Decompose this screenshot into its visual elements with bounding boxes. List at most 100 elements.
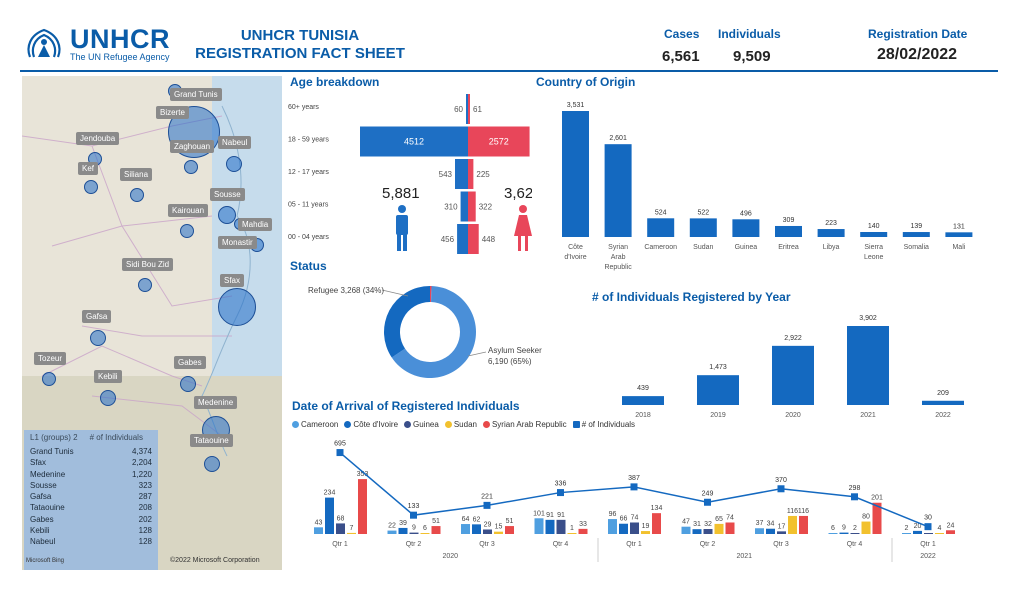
arrival-line-marker[interactable]	[924, 523, 932, 531]
legend-item[interactable]: Cameroon	[292, 420, 338, 429]
year-bar[interactable]	[622, 396, 664, 405]
map-table-row[interactable]: Grand Tunis 4,374	[30, 446, 152, 457]
arrival-line-marker[interactable]	[851, 493, 858, 501]
arrival-bar[interactable]	[578, 528, 588, 534]
country-bar[interactable]	[902, 232, 930, 237]
arrival-bar[interactable]	[641, 531, 650, 534]
map-bubble-kef[interactable]	[84, 180, 98, 194]
map-table-row[interactable]: Kebili 128	[30, 525, 152, 536]
arrival-bar[interactable]	[630, 522, 639, 534]
arrival-bar[interactable]	[420, 533, 430, 534]
arrival-bar[interactable]	[935, 533, 944, 534]
map-table-row[interactable]: Gabes 202	[30, 514, 152, 525]
arrival-bar[interactable]	[545, 519, 555, 534]
arrival-bar[interactable]	[534, 518, 544, 534]
status-refugee-slice[interactable]	[384, 286, 430, 358]
age-male-bar[interactable]	[455, 159, 468, 189]
arrival-bar[interactable]	[567, 533, 577, 534]
arrival-bar[interactable]	[725, 522, 735, 534]
map-bubble-nabeul[interactable]	[226, 156, 242, 172]
map-table-row[interactable]: Nabeul 128	[30, 536, 152, 547]
country-bar[interactable]	[817, 229, 845, 237]
arrival-bar[interactable]	[681, 526, 691, 534]
arrival-bar[interactable]	[946, 530, 955, 534]
year-bar[interactable]	[847, 326, 889, 405]
arrival-bar[interactable]	[619, 523, 628, 534]
map-bubble-tozeur[interactable]	[42, 372, 56, 386]
map-bubble-sfax[interactable]	[218, 288, 256, 326]
arrival-bar[interactable]	[788, 515, 797, 534]
year-bar[interactable]	[697, 375, 739, 405]
legend-item[interactable]: Côte d'Ivoire	[344, 420, 398, 429]
country-bar[interactable]	[604, 144, 632, 237]
map-table-row[interactable]: Medenine 1,220	[30, 469, 152, 480]
arrival-line-marker[interactable]	[336, 449, 344, 457]
arrival-bar[interactable]	[828, 533, 838, 534]
map-bubble-sidi-bou-zid[interactable]	[138, 278, 152, 292]
arrival-bar[interactable]	[431, 526, 441, 534]
arrival-bar[interactable]	[902, 533, 911, 534]
legend-item[interactable]: Sudan	[444, 420, 477, 429]
arrival-bar[interactable]	[861, 521, 871, 534]
legend-item[interactable]: Guinea	[404, 420, 439, 429]
map-bubble-zaghouan[interactable]	[184, 160, 198, 174]
arrival-bar[interactable]	[703, 529, 713, 534]
arrival-bar[interactable]	[766, 528, 775, 534]
arrival-bar[interactable]	[325, 497, 334, 534]
arrival-bar[interactable]	[608, 519, 617, 534]
country-bar[interactable]	[647, 218, 675, 237]
arrival-line-marker[interactable]	[630, 483, 638, 491]
arrival-line-marker[interactable]	[777, 485, 785, 493]
map-table-row[interactable]: Sfax 2,204	[30, 457, 152, 468]
arrival-bar[interactable]	[692, 529, 702, 534]
arrival-bar[interactable]	[872, 502, 882, 534]
map-table-row[interactable]: Tataouine 208	[30, 502, 152, 513]
arrival-bar[interactable]	[472, 524, 481, 534]
age-male-bar[interactable]	[360, 126, 468, 157]
age-male-bar[interactable]	[466, 94, 468, 124]
arrival-bar[interactable]	[755, 528, 764, 534]
arrival-bar[interactable]	[387, 530, 397, 534]
age-male-bar[interactable]	[457, 224, 468, 254]
map-bubble-tataouine[interactable]	[204, 456, 220, 472]
status-asylum-slice[interactable]	[391, 286, 476, 378]
arrival-line-marker[interactable]	[483, 501, 491, 509]
arrival-bar[interactable]	[652, 513, 661, 534]
map-bubble-sousse[interactable]	[218, 206, 236, 224]
age-female-bar[interactable]	[468, 224, 479, 254]
map-bubble-siliana[interactable]	[130, 188, 144, 202]
legend-item[interactable]: Syrian Arab Republic	[482, 420, 567, 429]
arrival-bar[interactable]	[839, 532, 849, 534]
country-bar[interactable]	[860, 232, 888, 237]
age-female-bar[interactable]	[468, 94, 470, 124]
arrival-bar[interactable]	[358, 479, 367, 534]
country-bar[interactable]	[689, 218, 717, 237]
arrival-bar[interactable]	[505, 526, 514, 534]
map-bubble-kairouan[interactable]	[180, 224, 194, 238]
age-female-bar[interactable]	[468, 159, 474, 189]
arrival-bar[interactable]	[461, 524, 470, 534]
tunisia-map[interactable]: Grand Tunis Bizerte Jendouba Zaghouan Na…	[22, 76, 282, 570]
arrival-bar[interactable]	[924, 533, 933, 534]
map-table-row[interactable]: Gafsa 287	[30, 491, 152, 502]
arrival-bar[interactable]	[913, 530, 922, 534]
arrival-bar[interactable]	[799, 515, 808, 534]
arrival-line-marker[interactable]	[704, 498, 711, 506]
arrival-bar[interactable]	[409, 532, 419, 534]
country-bar[interactable]	[945, 232, 973, 237]
map-bubble-kebili[interactable]	[100, 390, 116, 406]
map-bubble-gafsa[interactable]	[90, 330, 106, 346]
arrival-bar[interactable]	[494, 531, 503, 534]
arrival-bar[interactable]	[314, 527, 323, 534]
arrival-bar[interactable]	[483, 529, 492, 534]
age-female-bar[interactable]	[468, 191, 476, 222]
map-table-row[interactable]: Sousse 323	[30, 480, 152, 491]
arrival-bar[interactable]	[850, 533, 860, 534]
legend-item[interactable]: # of Individuals	[572, 420, 635, 429]
arrival-bar[interactable]	[347, 532, 356, 534]
year-bar[interactable]	[772, 345, 814, 405]
arrival-bar[interactable]	[556, 519, 566, 534]
status-other-slice[interactable]	[430, 286, 432, 303]
country-bar[interactable]	[775, 225, 802, 237]
country-bar[interactable]	[732, 219, 760, 237]
